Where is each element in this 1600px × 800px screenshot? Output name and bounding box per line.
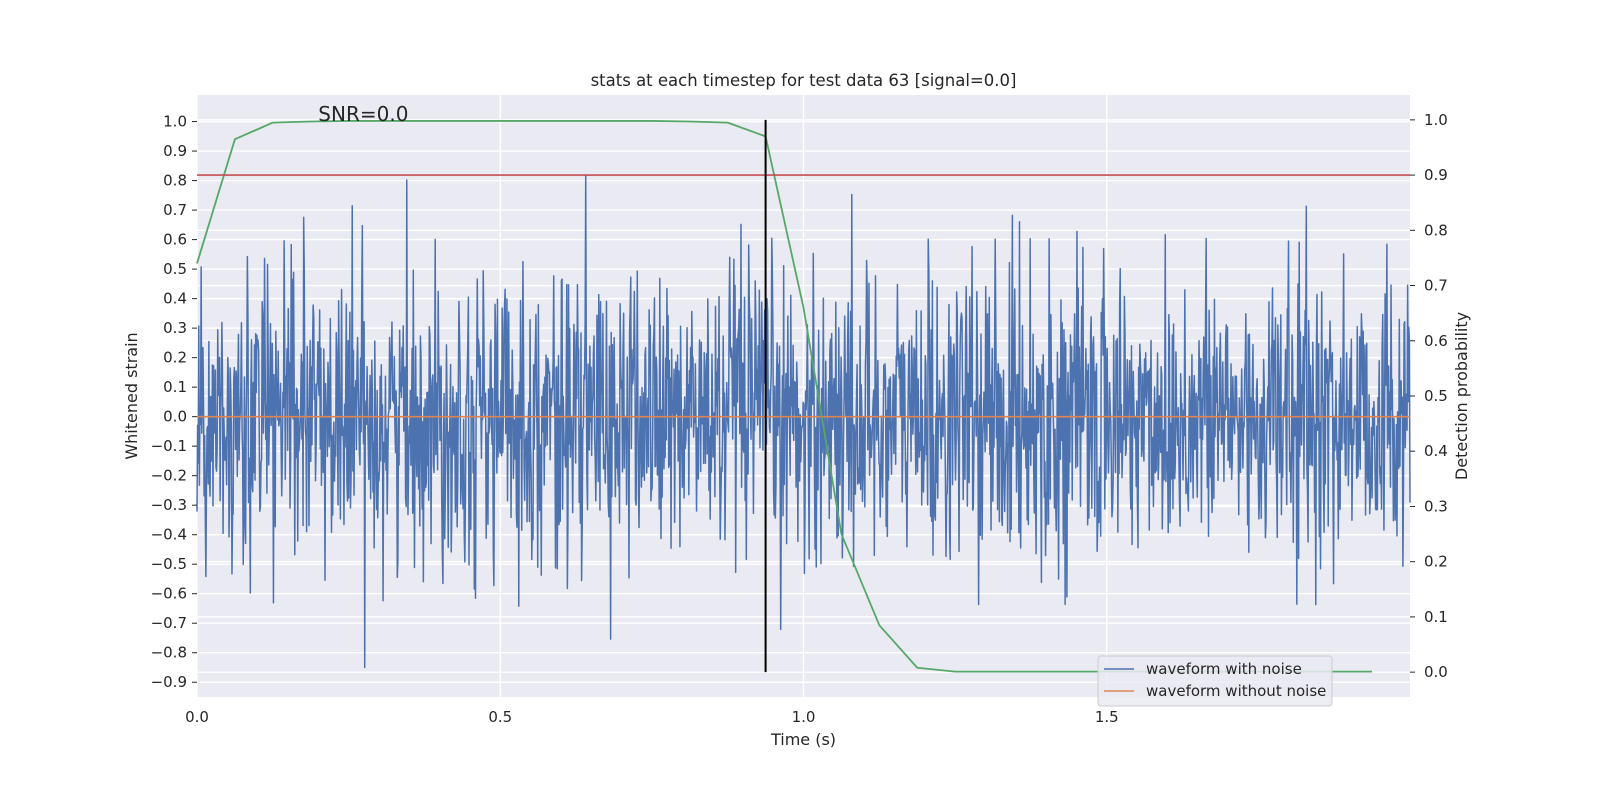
- y2-tick-label: 0.7: [1424, 277, 1448, 295]
- y2-tick-label: 0.9: [1424, 166, 1448, 184]
- y-tick-label: −0.7: [151, 614, 187, 632]
- y-tick-label: −0.9: [151, 673, 187, 691]
- series-waveform-with-noise: [196, 174, 1411, 669]
- y2-tick-label: 1.0: [1424, 111, 1448, 129]
- x-tick-label: 0.5: [488, 708, 512, 726]
- y-tick-label: 0.3: [163, 319, 187, 337]
- legend-box: [1097, 655, 1333, 707]
- legend-label-noise: waveform with noise: [1146, 660, 1302, 678]
- y2-tick-label: 0.5: [1424, 387, 1448, 405]
- y-tick-label: 0.0: [163, 408, 187, 426]
- y-tick-label: 0.6: [163, 231, 187, 249]
- x-tick-label: 1.0: [792, 708, 816, 726]
- x-tick-label: 1.5: [1095, 708, 1119, 726]
- chart-title: stats at each timestep for test data 63 …: [591, 71, 1017, 90]
- y-tick-label: −0.5: [151, 555, 187, 573]
- y2-tick-label: 0.8: [1424, 221, 1448, 239]
- y-tick-label: −0.4: [151, 526, 187, 544]
- y-tick-label: 0.1: [163, 378, 187, 396]
- snr-annotation: SNR=0.0: [318, 102, 408, 126]
- y-tick-label: 0.9: [163, 142, 187, 160]
- y-tick-label: 0.8: [163, 172, 187, 190]
- series-layer: [196, 120, 1411, 673]
- y-tick-label: 0.7: [163, 201, 187, 219]
- y2-tick-label: 0.2: [1424, 553, 1448, 571]
- y-tick-label: −0.6: [151, 585, 187, 603]
- series-detection-probability: [196, 120, 1373, 673]
- y-tick-label: −0.2: [151, 467, 187, 485]
- y2-axis-label: Detection probability: [1452, 312, 1471, 480]
- y2-tick-label: 0.3: [1424, 497, 1448, 515]
- x-tick-label: 0.0: [185, 708, 209, 726]
- y-tick-label: 0.2: [163, 349, 187, 367]
- y-tick-label: 1.0: [163, 113, 187, 131]
- y-tick-label: 0.5: [163, 260, 187, 278]
- legend-label-clean: waveform without noise: [1146, 682, 1326, 700]
- reference-lines: [197, 119, 1410, 673]
- y2-tick-label: 0.0: [1424, 663, 1448, 681]
- y2-tick-label: 0.4: [1424, 442, 1448, 460]
- y-tick-label: −0.8: [151, 644, 187, 662]
- y-tick-label: 0.4: [163, 290, 187, 308]
- y2-tick-label: 0.1: [1424, 608, 1448, 626]
- axes: −0.9 −0.8 −0.7 −0.6 −0.5 −0.4 −0.3 −0.2 −0.1 0.0 0…: [151, 111, 1448, 726]
- y-axis-label: Whitened strain: [122, 332, 141, 459]
- y-tick-label: −0.1: [151, 437, 187, 455]
- y2-tick-label: 0.6: [1424, 332, 1448, 350]
- x-axis-label: Time (s): [770, 730, 836, 749]
- y-tick-label: −0.3: [151, 496, 187, 514]
- legend: waveform with noise waveform without noi…: [1097, 655, 1333, 707]
